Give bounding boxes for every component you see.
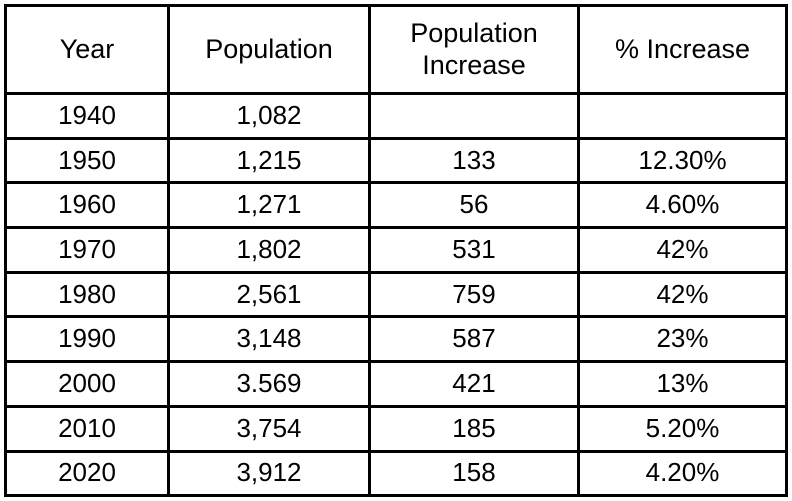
- cell-year: 1940: [4, 92, 170, 140]
- table-row: 2020 3,912 158 4.20%: [4, 449, 788, 498]
- cell-population-increase: 56: [368, 181, 580, 230]
- cell-percent-increase: 13%: [577, 360, 788, 408]
- cell-population-increase: 759: [368, 270, 580, 319]
- table-row: 2010 3,754 185 5.20%: [4, 404, 788, 453]
- cell-population-increase: 158: [368, 449, 580, 498]
- cell-year: 1960: [4, 181, 170, 230]
- cell-population-increase: 421: [368, 360, 580, 408]
- table-row: 1970 1,802 531 42%: [4, 226, 788, 274]
- table-row: 1990 3,148 587 23%: [4, 315, 788, 364]
- cell-percent-increase: 42%: [577, 270, 788, 319]
- table-row: 1980 2,561 759 42%: [4, 270, 788, 319]
- cell-percent-increase: 4.60%: [577, 181, 788, 230]
- cell-population: 1,215: [167, 136, 371, 185]
- cell-year: 1980: [4, 270, 170, 319]
- cell-population: 3,912: [167, 449, 371, 498]
- cell-year: 2020: [4, 449, 170, 498]
- table-row: 1950 1,215 133 12.30%: [4, 136, 788, 185]
- cell-population: 1,271: [167, 181, 371, 230]
- table-row: 1940 1,082: [4, 92, 788, 140]
- cell-year: 2000: [4, 360, 170, 408]
- cell-population-increase: 133: [368, 136, 580, 185]
- cell-population: 3.569: [167, 360, 371, 408]
- cell-population: 3,148: [167, 315, 371, 364]
- header-population: Population: [167, 4, 371, 95]
- table-row: 2000 3.569 421 13%: [4, 360, 788, 408]
- cell-percent-increase: 4.20%: [577, 449, 788, 498]
- header-percent-increase: % Increase: [577, 4, 788, 95]
- cell-population-increase: 587: [368, 315, 580, 364]
- table-row: 1960 1,271 56 4.60%: [4, 181, 788, 230]
- population-table-container: Year Population Population Increase % In…: [4, 4, 788, 498]
- cell-year: 1990: [4, 315, 170, 364]
- cell-population-increase: 185: [368, 404, 580, 453]
- population-table: Year Population Population Increase % In…: [4, 4, 788, 498]
- header-population-increase: Population Increase: [368, 4, 580, 95]
- cell-percent-increase: 5.20%: [577, 404, 788, 453]
- cell-population: 3,754: [167, 404, 371, 453]
- cell-population: 1,802: [167, 226, 371, 274]
- header-year: Year: [4, 4, 170, 95]
- cell-year: 1970: [4, 226, 170, 274]
- cell-year: 2010: [4, 404, 170, 453]
- cell-population-increase: [368, 92, 580, 140]
- cell-percent-increase: 12.30%: [577, 136, 788, 185]
- cell-population: 2,561: [167, 270, 371, 319]
- header-population-increase-line2: Increase: [422, 49, 526, 80]
- cell-percent-increase: [577, 92, 788, 140]
- header-population-increase-line1: Population: [410, 18, 538, 49]
- cell-year: 1950: [4, 136, 170, 185]
- cell-percent-increase: 23%: [577, 315, 788, 364]
- cell-population-increase: 531: [368, 226, 580, 274]
- header-row: Year Population Population Increase % In…: [4, 4, 788, 95]
- cell-percent-increase: 42%: [577, 226, 788, 274]
- cell-population: 1,082: [167, 92, 371, 140]
